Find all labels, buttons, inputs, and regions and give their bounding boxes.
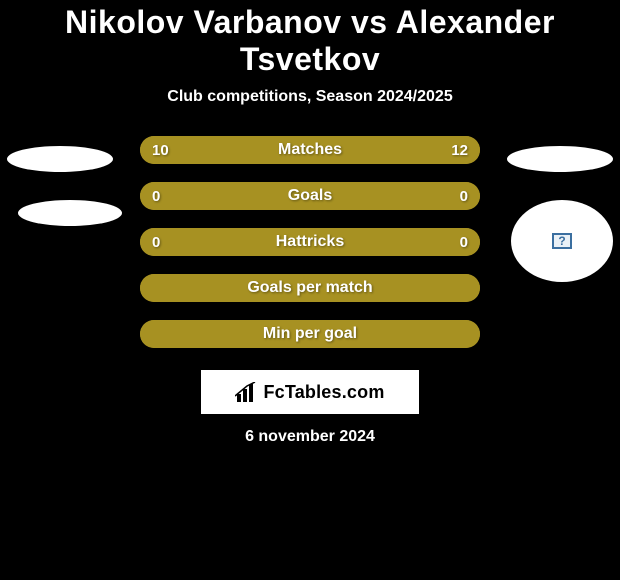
page-title: Nikolov Varbanov vs Alexander Tsvetkov	[0, 4, 620, 78]
stat-row: Min per goal	[140, 320, 480, 348]
stat-row: Goals per match	[140, 274, 480, 302]
player-left-avatar-bottom	[18, 200, 122, 226]
stat-rows: 1012Matches 00Goals 00Hattricks Goals per m…	[140, 136, 480, 348]
stat-bar-left	[140, 136, 295, 164]
stat-bar-left	[140, 320, 480, 348]
missing-image-icon: ?	[552, 233, 572, 249]
generated-date: 6 november 2024	[0, 428, 620, 446]
player-right-avatar-top	[507, 146, 613, 172]
stat-row: 00Hattricks	[140, 228, 480, 256]
page-subtitle: Club competitions, Season 2024/2025	[0, 88, 620, 106]
stat-bar-left	[140, 228, 310, 256]
player-left-avatar-top	[7, 146, 113, 172]
comparison-infographic: Nikolov Varbanov vs Alexander Tsvetkov C…	[0, 0, 620, 446]
bar-chart-icon	[235, 382, 259, 402]
comparison-body: ? 1012Matches 00Goals 00Hattricks Goals per…	[0, 136, 620, 348]
brand-text: FcTables.com	[263, 382, 384, 403]
stat-row: 1012Matches	[140, 136, 480, 164]
stat-row: 00Goals	[140, 182, 480, 210]
stat-bar-left	[140, 274, 480, 302]
stat-bar-right	[310, 228, 480, 256]
player-right-club-badge: ?	[511, 200, 613, 282]
stat-bar-left	[140, 182, 310, 210]
stat-bar-right	[295, 136, 480, 164]
brand-badge: FcTables.com	[201, 370, 419, 414]
stat-bar-right	[310, 182, 480, 210]
